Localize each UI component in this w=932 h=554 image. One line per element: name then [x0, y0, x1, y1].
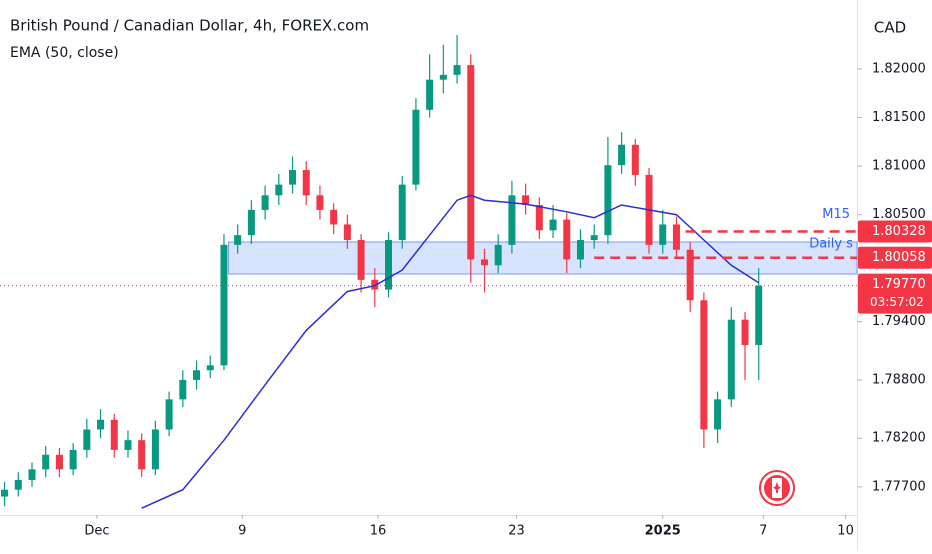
- ema-line: [141, 194, 760, 509]
- candle-body: [206, 365, 214, 371]
- candle-body: [439, 74, 447, 80]
- candle-body: [1, 489, 9, 497]
- candle-body: [631, 144, 639, 175]
- level-name: M15: [822, 207, 850, 222]
- candle-body: [28, 469, 36, 481]
- candle-body: [618, 144, 626, 166]
- candle-body: [42, 454, 50, 470]
- candle-body: [275, 184, 283, 196]
- candle-body: [549, 219, 557, 231]
- zone-label: Daily s: [809, 236, 853, 251]
- countdown: 03:57:02: [870, 295, 924, 309]
- candle-body: [755, 285, 763, 345]
- candle-body: [110, 419, 118, 450]
- candle-body: [220, 244, 228, 366]
- price-label: 1.80328: [872, 224, 926, 239]
- candles: [1, 34, 763, 507]
- candle-body: [727, 319, 735, 400]
- current-price-label: 1.79770: [872, 277, 926, 292]
- candle-body: [480, 259, 488, 266]
- candle-body: [261, 195, 269, 210]
- candle-body: [508, 195, 516, 245]
- y-tick-label: 1.81500: [872, 110, 926, 125]
- price-label-box: [858, 220, 932, 243]
- candle-body: [179, 379, 187, 400]
- candle-body: [672, 224, 680, 250]
- candle-body: [316, 195, 324, 210]
- indicator-legend: EMA (50, close): [10, 45, 119, 61]
- candle-body: [124, 440, 132, 450]
- candle-body: [97, 419, 105, 430]
- y-tick-label: 1.82000: [872, 61, 926, 76]
- y-tick-label: 1.78200: [872, 431, 926, 446]
- candle-body: [590, 235, 598, 241]
- candle-body: [412, 109, 420, 185]
- x-tick-label: 7: [759, 524, 767, 539]
- candle-body: [686, 249, 694, 301]
- candle-body: [714, 399, 722, 430]
- x-tick-label: 10: [837, 524, 854, 539]
- candle-body: [659, 224, 667, 245]
- candle-body: [343, 224, 351, 241]
- candle-body: [453, 65, 461, 75]
- price-label-box: [858, 246, 932, 269]
- candle-body: [576, 240, 584, 260]
- x-tick-label: 23: [508, 524, 525, 539]
- candle-body: [398, 184, 406, 241]
- flag-icon: [759, 470, 795, 506]
- candle-body: [165, 399, 173, 430]
- y-tick-label: 1.79400: [872, 314, 926, 329]
- candle-body: [494, 244, 502, 266]
- price-label: 1.80058: [872, 250, 926, 265]
- y-tick-label: 1.81000: [872, 159, 926, 174]
- candle-body: [371, 279, 379, 290]
- candle-body: [741, 319, 749, 345]
- candle-body: [535, 205, 543, 231]
- candle-body: [247, 209, 255, 236]
- candle-body: [138, 440, 146, 470]
- current-price-box: [858, 273, 932, 314]
- candle-body: [193, 370, 201, 380]
- candle-body: [357, 240, 365, 280]
- candle-body: [467, 65, 475, 260]
- candle-body: [83, 429, 91, 450]
- candle-body: [522, 195, 530, 206]
- x-tick-label: Dec: [84, 524, 109, 539]
- candle-body: [700, 300, 708, 430]
- y-tick-label: 1.78800: [872, 372, 926, 387]
- chart-title: British Pound / Canadian Dollar, 4h, FOR…: [10, 17, 369, 35]
- candle-body: [234, 235, 242, 245]
- candle-body: [385, 240, 393, 290]
- candle-body: [302, 170, 310, 196]
- candle-body: [330, 209, 338, 225]
- axis-unit: CAD: [874, 19, 906, 37]
- candle-body: [55, 454, 63, 470]
- x-tick-label: 2025: [645, 524, 681, 539]
- candle-body: [151, 429, 159, 470]
- candle-body: [426, 79, 434, 110]
- candle-body: [604, 165, 612, 236]
- candle-body: [563, 219, 571, 260]
- y-tick-label: 1.77700: [872, 479, 926, 494]
- candle-body: [69, 449, 77, 470]
- support-zone: [228, 241, 858, 275]
- x-tick-label: 9: [238, 524, 246, 539]
- candle-body: [289, 170, 297, 185]
- x-tick-label: 16: [370, 524, 387, 539]
- candle-body: [14, 480, 22, 490]
- y-tick-label: 1.80500: [872, 207, 926, 222]
